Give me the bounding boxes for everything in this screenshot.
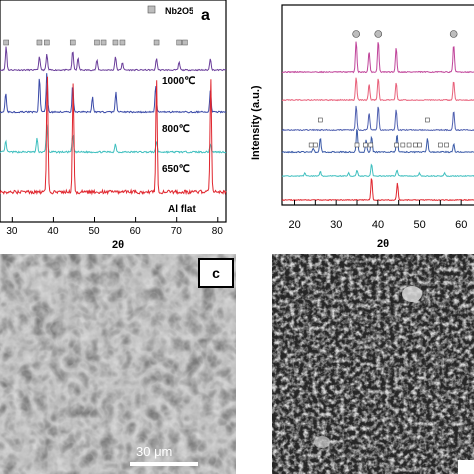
peak-marker-square [425, 117, 430, 123]
peak-marker-square [368, 142, 374, 148]
peak-marker [44, 39, 50, 46]
sem-grain-boundaries [0, 254, 236, 474]
xrd-series-line [0, 124, 227, 154]
x-tick-label: 60 [455, 219, 467, 231]
panel-a-xrd-chart: 30 40 50 60 70 80 Nb2O5 a 1000℃ 800℃ 650℃ Al … [0, 0, 237, 251]
plot-frame [0, 0, 227, 223]
panel-letter-box-partial [458, 460, 474, 474]
xrd-series-line [281, 163, 474, 178]
curve-label-1000: 1000℃ [162, 76, 195, 87]
curve-label-800: 800℃ [162, 124, 190, 135]
peak-marker-square [318, 117, 323, 123]
x-axis-label: 2θ [112, 239, 124, 250]
peak-marker [176, 39, 182, 46]
peak-marker [153, 39, 160, 46]
peak-marker-square [400, 142, 406, 148]
panel-b-xrd-chart: 20 30 40 50 60 Intensity (a.u.) 2θ [237, 0, 474, 250]
peak-marker-square [406, 142, 412, 148]
peak-marker-square [417, 142, 422, 148]
peak-marker [69, 39, 76, 46]
peak-marker-square [308, 142, 314, 148]
plot-frame [281, 4, 474, 206]
legend-label: Nb2O5 [165, 6, 194, 16]
peak-marker [94, 39, 100, 46]
peak-marker-square [354, 142, 360, 148]
sem-micrograph-d [272, 254, 474, 474]
peak-marker-circle [449, 30, 458, 38]
x-tick-label: 60 [130, 226, 142, 237]
xrd-series-line [281, 77, 474, 102]
xrd-series-line [281, 105, 474, 132]
x-tick-label: 20 [289, 219, 301, 231]
x-tick-label: 30 [6, 226, 18, 237]
panel-letter-box [193, 3, 221, 25]
xrd-series-line [0, 76, 227, 196]
xrd-chart-a: 30 40 50 60 70 80 Nb2O5 a 1000℃ 800℃ 650℃ Al … [0, 0, 227, 251]
peak-marker [182, 39, 188, 46]
peak-marker-square [438, 142, 443, 148]
x-axis-label: 2θ [377, 238, 389, 250]
xrd-series-line [281, 178, 474, 202]
xrd-series-line [0, 73, 227, 114]
xrd-series-line [281, 128, 474, 154]
x-tick-label: 70 [171, 226, 183, 237]
x-tick-label: 50 [414, 219, 426, 231]
sem-bright-particle [402, 286, 422, 302]
x-tick-label: 30 [330, 219, 342, 231]
peak-marker [119, 39, 126, 46]
sem-micrograph-c: 30 μm [0, 254, 236, 474]
xrd-chart-b: 20 30 40 50 60 Intensity (a.u.) 2θ [250, 4, 474, 250]
panel-c-sem-image: 30 μm c [0, 254, 236, 474]
sem-bright-particle [314, 436, 330, 448]
peak-marker-square [444, 142, 449, 148]
peak-marker-square [413, 142, 418, 148]
y-axis-label: Intensity (a.u.) [250, 85, 262, 160]
panel-d-sem-image [272, 254, 474, 474]
peak-marker-circle [374, 30, 383, 38]
x-tick-label: 40 [372, 219, 384, 231]
peak-marker [3, 39, 9, 46]
curve-label-al-flat: Al flat [168, 204, 196, 215]
x-tick-label: 40 [47, 226, 59, 237]
peak-marker [112, 39, 119, 46]
xrd-series-line [0, 46, 227, 72]
panel-letter-box: c [198, 258, 234, 288]
peak-marker [100, 39, 107, 46]
peak-marker-circle [352, 30, 360, 38]
panel-letter: a [201, 7, 210, 24]
sem-porous-texture [272, 254, 474, 474]
scale-bar-label: 30 μm [136, 444, 172, 459]
scale-bar [130, 462, 198, 466]
x-tick-label: 80 [212, 226, 224, 237]
peak-marker-square [394, 142, 399, 148]
xrd-series-line [281, 41, 474, 74]
curve-label-650: 650℃ [162, 164, 190, 175]
panel-letter: c [212, 265, 220, 281]
x-tick-label: 50 [89, 226, 101, 237]
peak-marker [36, 39, 43, 46]
peak-marker-square [363, 142, 368, 148]
legend-square-marker [147, 5, 156, 14]
peak-marker-square [313, 142, 318, 148]
